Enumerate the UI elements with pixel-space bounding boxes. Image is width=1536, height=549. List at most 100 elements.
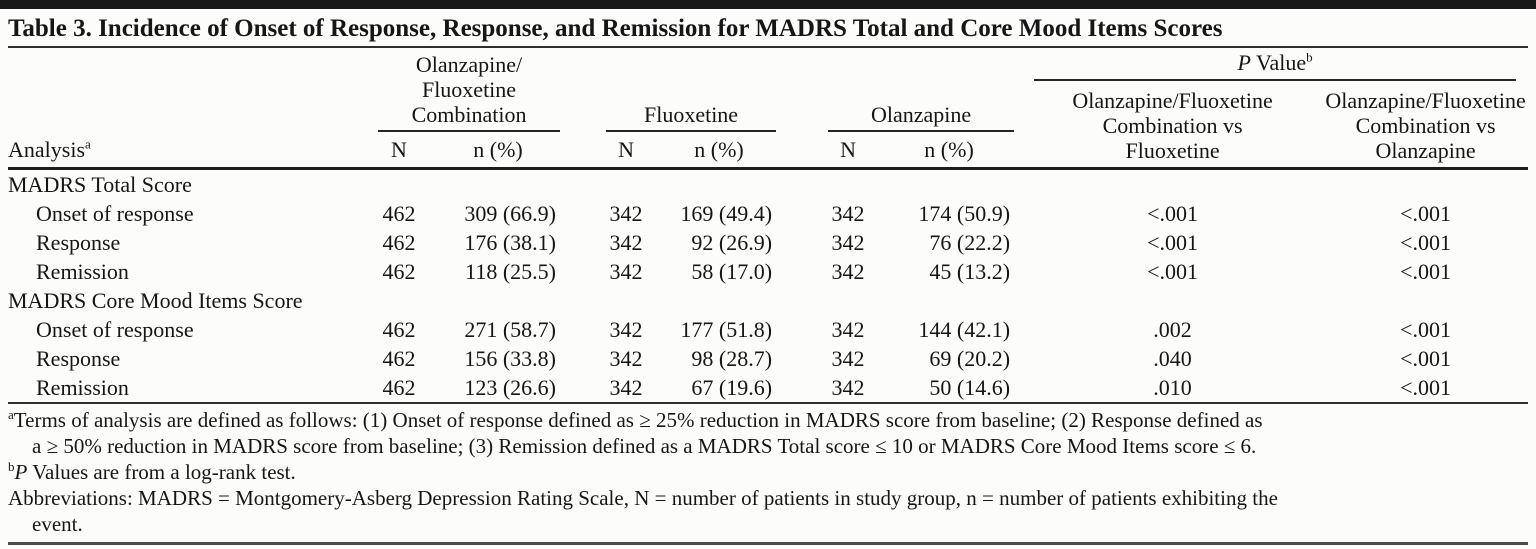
n-pct-cell: 69 (20.2) [929,345,1011,371]
section-label: MADRS Total Score [8,166,1529,199]
group-label-line: Olanzapine [870,102,972,127]
n-total-cell: 342 [831,345,865,371]
n-pct-cell: 309 (66.9) [464,200,557,226]
column-header-N: N [840,136,856,162]
column-header-n-pct: n (%) [694,136,744,162]
group-header-olanzapine: Olanzapine [820,48,1022,132]
n-total-cell: 462 [382,200,416,226]
analysis-label: Analysis [8,136,85,162]
column-spacer [784,48,820,168]
table-title: Table 3. Incidence of Onset of Response,… [8,9,1528,48]
footnote-b-marker: b [8,458,15,474]
group-header-olanzapine-fluoxetine-combination: Olanzapine/ Fluoxetine Combination [370,48,568,132]
n-total-cell: 462 [382,374,416,400]
p-value-cell: <.001 [1400,200,1451,226]
column-header-n-pct: n (%) [924,136,974,162]
analysis-cell: Response [36,229,121,255]
analysis-cell: Onset of response [36,316,194,342]
n-total-cell: 342 [609,258,643,284]
n-pct-cell: 169 (49.4) [680,200,773,226]
column-header-ofc-vs-fluoxetine: Olanzapine/Fluoxetine Combination vs Flu… [1022,84,1323,168]
group-header-p-value: P Valueb [1022,48,1528,84]
column-spacer [568,315,598,344]
analysis-cell: Onset of response [36,200,194,226]
n-total-cell: 342 [609,374,643,400]
p-value-cell: .040 [1153,345,1192,371]
column-spacer [784,228,820,257]
column-header-n-pct: n (%) [473,136,523,162]
n-pct-cell: 92 (26.9) [691,229,773,255]
n-pct-cell: 67 (19.6) [691,374,773,400]
group-label-line: Fluoxetine [643,102,739,127]
table-row: Onset of response 462 271 (58.7) 342 177… [8,315,1528,344]
analysis-cell: Remission [36,258,129,284]
footnote-a-line2: a ≥ 50% reduction in MADRS score from ba… [32,433,1257,458]
table-row: Onset of response 462 309 (66.9) 342 169… [8,199,1528,228]
n-pct-cell: 144 (42.1) [918,316,1011,342]
p-value-cell: <.001 [1400,258,1451,284]
n-total-cell: 342 [609,229,643,255]
n-total-cell: 342 [609,345,643,371]
p-col-label-line: Olanzapine/Fluoxetine [1072,87,1273,113]
group-label-line: Fluoxetine [421,77,517,102]
footnote-a-marker: a [8,406,14,422]
n-total-cell: 342 [831,200,865,226]
n-pct-cell: 118 (25.5) [465,258,557,284]
p-value-cell: <.001 [1147,200,1198,226]
n-total-cell: 342 [609,200,643,226]
column-spacer [568,199,598,228]
footnote-b: bP Values are from a log-rank test. [8,459,1528,485]
n-pct-cell: 98 (28.7) [691,345,773,371]
p-value-cell: <.001 [1400,316,1451,342]
column-spacer [784,344,820,373]
p-value-cell: <.001 [1400,345,1451,371]
footnote-b-text: Values are from a log-rank test. [27,459,296,484]
p-value-cell: .002 [1153,316,1192,342]
column-header-ofc-vs-olanzapine: Olanzapine/Fluoxetine Combination vs Ola… [1323,84,1528,168]
column-spacer [784,373,820,402]
results-table: Analysisa Olanzapine/ Fluoxetine Combina… [8,48,1529,402]
group-label-line: Combination [411,102,527,127]
n-pct-cell: 271 (58.7) [464,316,557,342]
group-header-fluoxetine: Fluoxetine [598,48,784,132]
top-rule-bar [0,0,1536,9]
footnote-a-line1: aTerms of analysis are defined as follow… [8,407,1528,433]
column-header-N: N [618,136,634,162]
p-value-italic-p: P [1237,50,1251,75]
n-total-cell: 462 [382,229,416,255]
footnote-a-text: Terms of analysis are defined as follows… [13,407,1263,432]
p-col-label-line: Olanzapine/Fluoxetine [1325,87,1526,113]
group-label-line: Olanzapine/ [415,52,523,77]
p-value-footnote-marker: b [1306,49,1313,65]
n-total-cell: 342 [831,316,865,342]
analysis-footnote-marker: a [85,136,91,152]
table-header: Analysisa Olanzapine/ Fluoxetine Combina… [8,48,1528,168]
n-total-cell: 342 [831,229,865,255]
n-total-cell: 462 [382,345,416,371]
n-pct-cell: 50 (14.6) [929,374,1011,400]
n-pct-cell: 177 (51.8) [680,316,773,342]
abbreviations-line1: Abbreviations: MADRS = Montgomery-Asberg… [8,485,1278,510]
p-value-cell: <.001 [1400,374,1451,400]
p-col-label-line: Combination vs [1102,112,1243,138]
n-pct-cell: 123 (26.6) [464,374,557,400]
table-footnotes: aTerms of analysis are defined as follow… [8,401,1528,545]
n-pct-cell: 58 (17.0) [691,258,773,284]
column-spacer [784,199,820,228]
n-pct-cell: 174 (50.9) [918,200,1011,226]
table-body: MADRS Total Score Onset of response 462 … [8,166,1529,402]
table-row: Remission 462 123 (26.6) 342 67 (19.6) 3… [8,373,1528,402]
table-row: Remission 462 118 (25.5) 342 58 (17.0) 3… [8,257,1528,286]
column-spacer [784,315,820,344]
section-row: MADRS Total Score [8,166,1529,199]
p-value-label: Value [1250,50,1307,75]
column-spacer [568,373,598,402]
n-total-cell: 342 [831,374,865,400]
column-spacer [568,344,598,373]
analysis-cell: Remission [36,374,129,400]
section-row: MADRS Core Mood Items Score [8,286,1528,315]
column-spacer [568,257,598,286]
p-value-cell: .010 [1153,374,1192,400]
p-col-label-line: Fluoxetine [1125,137,1220,163]
